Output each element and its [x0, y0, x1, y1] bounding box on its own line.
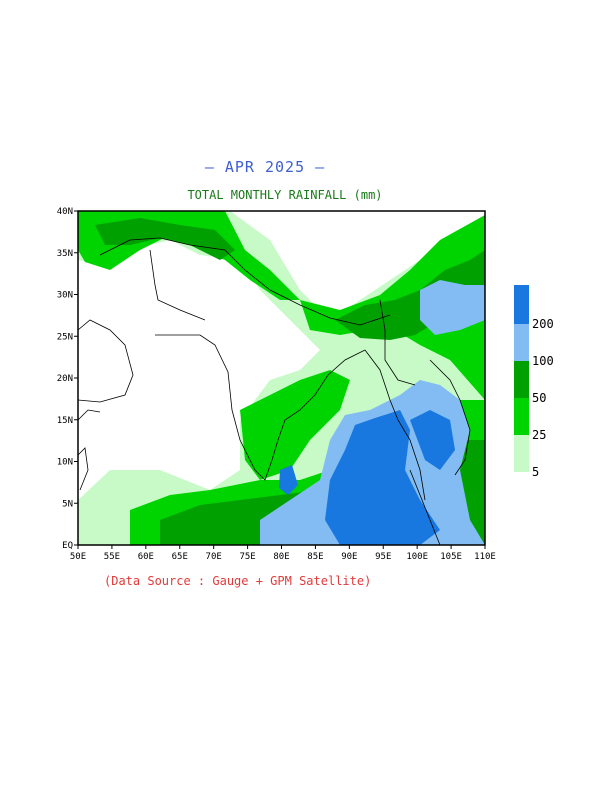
rain-region-india	[240, 370, 350, 480]
lat-tick-label: 15N	[57, 416, 73, 426]
coast-india	[155, 334, 366, 481]
coastlines	[77, 237, 471, 546]
coast-malaysia	[409, 469, 441, 546]
lat-tick-label: EQ	[62, 541, 73, 551]
lon-tick-label: 55E	[104, 552, 120, 562]
lat-tick-label: 20N	[57, 374, 73, 384]
lon-axis: 50E 55E 60E 65E 70E 75E 80E 85E 90E 95E 100E 105E 11…	[70, 545, 496, 562]
border-burma	[379, 299, 416, 386]
rain-region-srilanka	[279, 465, 298, 495]
lon-tick-label: 60E	[138, 552, 154, 562]
map-subtitle: TOTAL MONTHLY RAINFALL (mm)	[187, 188, 383, 202]
lat-tick-label: 40N	[57, 207, 73, 217]
coast-vietnam	[429, 359, 471, 476]
lat-tick-label: 25N	[57, 332, 73, 342]
rain-region-ne-blue	[420, 280, 485, 335]
lat-tick-label: 35N	[57, 249, 73, 259]
border-north	[99, 237, 391, 326]
legend-label: 25	[532, 428, 546, 442]
lon-tick-label: 100E	[406, 552, 428, 562]
legend-cap	[514, 285, 529, 287]
legend-label: 100	[532, 354, 554, 368]
lon-tick-label: 90E	[341, 552, 357, 562]
legend: 5 25 50 100 200	[514, 285, 554, 479]
legend-label: 200	[532, 317, 554, 331]
rain-region-ne-dark	[335, 250, 485, 340]
lon-tick-label: 65E	[172, 552, 188, 562]
lat-tick-label: 10N	[57, 458, 73, 468]
legend-swatch	[514, 324, 529, 361]
lat-axis: EQ 5N 10N 15N 20N 25N 30N 35N 40N	[57, 207, 78, 551]
lat-tick-label: 30N	[57, 291, 73, 301]
legend-swatch	[514, 287, 529, 324]
legend-swatch	[514, 435, 529, 472]
lon-tick-label: 105E	[440, 552, 462, 562]
lon-tick-label: 110E	[474, 552, 496, 562]
rain-region-sumatra	[410, 410, 455, 470]
rain-region-very-heavy	[325, 410, 440, 545]
coast-africa-horn	[77, 447, 89, 491]
legend-label: 5	[532, 465, 539, 479]
legend-swatch	[514, 398, 529, 435]
lon-tick-label: 70E	[206, 552, 222, 562]
legend-swatch	[514, 361, 529, 398]
coast-africa	[77, 409, 101, 421]
lon-tick-label: 95E	[375, 552, 391, 562]
lat-tick-label: 5N	[62, 499, 73, 509]
coast-arabia	[77, 319, 134, 403]
legend-label: 50	[532, 391, 546, 405]
lon-tick-label: 50E	[70, 552, 86, 562]
coast-indochina	[364, 349, 426, 501]
border-iran	[149, 249, 206, 321]
lon-tick-label: 75E	[239, 552, 255, 562]
lon-tick-label: 85E	[307, 552, 323, 562]
rainfall-regions	[78, 211, 485, 545]
data-source-note: (Data Source : Gauge + GPM Satellite)	[104, 574, 372, 588]
map-title: — APR 2025 —	[204, 158, 326, 176]
lon-tick-label: 80E	[273, 552, 289, 562]
